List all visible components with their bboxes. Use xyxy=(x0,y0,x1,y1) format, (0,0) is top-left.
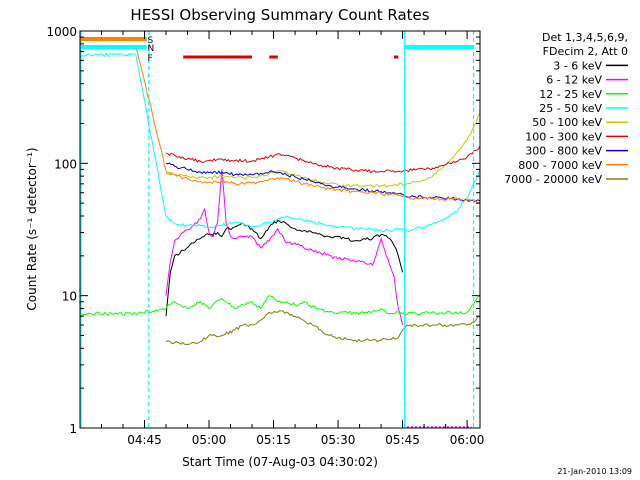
legend-label-100-300-kev: 100 - 300 keV xyxy=(525,130,602,143)
series-100-300-kev xyxy=(165,145,481,174)
x-tick-label-6: 06:00 xyxy=(450,433,485,447)
series-12-25-kev xyxy=(79,295,481,317)
legend-label-800-7000-kev: 800 - 7000 keV xyxy=(518,159,602,172)
footer-timestamp: 21-Jan-2010 13:09 xyxy=(557,467,632,476)
legend-label-7000-20000-kev: 7000 - 20000 keV xyxy=(504,173,602,186)
x-tick-label-1: 04:45 xyxy=(127,433,162,447)
x-tick-label-3: 05:15 xyxy=(256,433,291,447)
series-6-12-kev xyxy=(165,169,404,326)
flag-label-n: N xyxy=(148,44,155,54)
series-25-50-kev xyxy=(79,52,481,233)
axis-layer: 04:45 05:00 05:15 05:30 05:45 06:00 1 10 100 1000 xyxy=(46,25,484,447)
legend-label-25-50-kev: 25 - 50 keV xyxy=(539,102,602,115)
y-tick-label-4: 1000 xyxy=(46,25,77,39)
y-tick-label-1: 1 xyxy=(69,422,77,436)
legend-label-3-6-kev: 3 - 6 keV xyxy=(553,59,602,72)
legend-header-2: FDecim 2, Att 0 xyxy=(543,45,628,58)
y-tick-label-2: 10 xyxy=(62,290,77,304)
y-tick-label-3: 100 xyxy=(54,157,77,171)
y-axis-label: Count Rate (s⁻¹ detector⁻¹) xyxy=(25,147,39,310)
legend-header-1: Det 1,3,4,5,6,9, xyxy=(542,31,628,44)
x-tick-label-2: 05:00 xyxy=(192,433,227,447)
series-50-100-kev xyxy=(165,112,481,188)
legend-label-50-100-kev: 50 - 100 keV xyxy=(532,116,602,129)
chart-title: HESSI Observing Summary Count Rates xyxy=(130,6,429,24)
series-800-7000-kev xyxy=(79,44,481,204)
series-layer xyxy=(79,44,481,346)
overlay-layer: SNF xyxy=(80,31,475,428)
legend-label-6-12-kev: 6 - 12 keV xyxy=(546,74,602,87)
legend-label-12-25-kev: 12 - 25 keV xyxy=(539,88,602,101)
x-axis-label: Start Time (07-Aug-03 04:30:02) xyxy=(182,455,378,469)
legend-label-300-800-kev: 300 - 800 keV xyxy=(525,145,602,158)
flag-label-s: S xyxy=(148,36,154,46)
legend: Det 1,3,4,5,6,9,FDecim 2, Att 03 - 6 keV… xyxy=(504,31,628,186)
series-7000-20000-kev xyxy=(165,310,481,346)
series-3-6-kev xyxy=(165,219,404,317)
plot-frame xyxy=(79,30,481,429)
flag-label-f: F xyxy=(148,54,153,64)
x-tick-label-5: 05:45 xyxy=(385,433,420,447)
x-tick-label-4: 05:30 xyxy=(321,433,356,447)
